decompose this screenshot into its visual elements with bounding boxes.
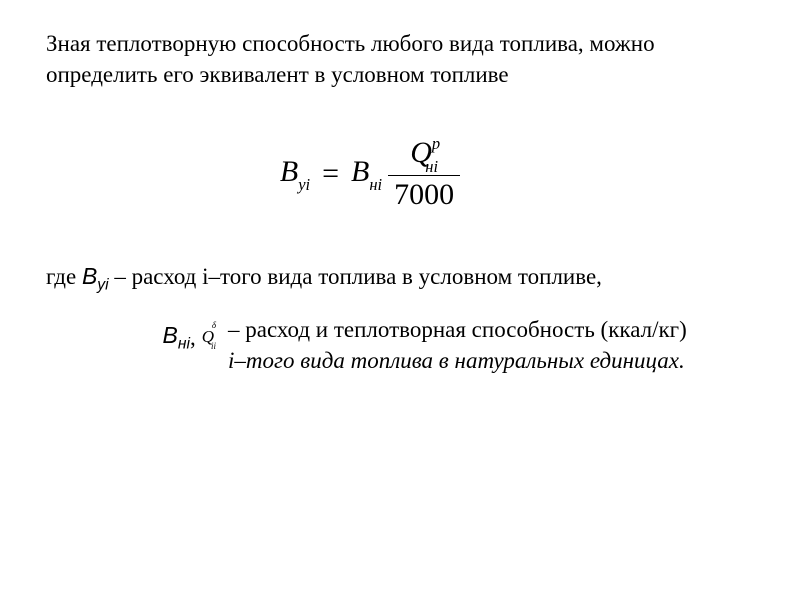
lhs-base: B [280,155,298,188]
rhs1-sub: нi [369,175,382,194]
fraction: Qрнi 7000 [388,136,460,211]
intro-paragraph: Зная теплотворную способность любого вид… [46,28,754,90]
document-page: Зная теплотворную способность любого вид… [0,0,800,376]
rhs-coefficient: Bнi [351,155,382,193]
def2-line2: i–того вида топлива в натуральных единиц… [228,345,754,376]
rhs1-base: B [351,155,369,188]
def1-variable: Вуi [82,263,109,289]
lhs-sub: уi [298,175,310,194]
definition-2: Внi, δ Q ii – расход и теплотворная спос… [46,314,754,376]
def2-q-symbol: δ Q ii [202,322,214,350]
def1-prefix: где [46,264,82,289]
formula-block: Bуi = Bнi Qрнi 7000 [0,136,754,211]
def2-q-sub: ii [211,343,216,351]
lhs-variable: Bуi [280,155,310,193]
def1-var-sub: уi [97,277,108,294]
definition-1: где Вуi – расход i–того вида топлива в у… [46,261,754,296]
fraction-numerator: Qрнi [404,136,444,173]
num-sub: нi [425,157,438,176]
num-q: Qрнi [410,136,438,169]
def2-line2-text: i–того вида топлива в натуральных единиц… [228,348,685,373]
def2-right: – расход и теплотворная способность (кка… [228,314,754,376]
num-sup: р [432,134,440,153]
def2-comma: , [190,322,196,353]
def2-var-b: Внi [163,320,190,355]
def2-b-base: В [163,322,178,348]
fraction-denominator: 7000 [388,178,460,211]
def1-suffix: – расход i–того вида топлива в условном … [109,264,602,289]
def1-var-base: В [82,263,97,289]
equals-sign: = [322,157,339,191]
def2-left: Внi, δ Q ii [46,314,228,355]
formula: Bуi = Bнi Qрнi 7000 [280,136,460,211]
def2-line1: – расход и теплотворная способность (кка… [228,314,754,345]
def2-b-sub: нi [178,336,190,353]
